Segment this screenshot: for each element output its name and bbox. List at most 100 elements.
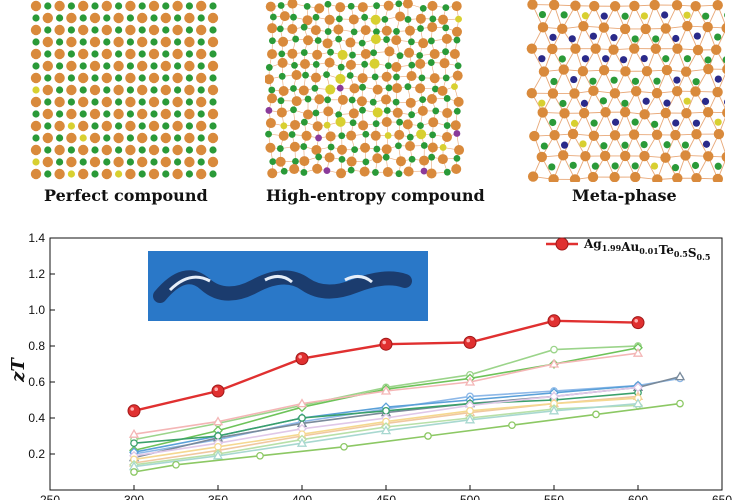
atom (265, 74, 275, 85)
atom (56, 62, 64, 70)
atom (56, 38, 64, 46)
atom (113, 156, 124, 168)
atom (275, 156, 286, 167)
atom (67, 146, 75, 154)
atom (279, 11, 290, 22)
atom (209, 74, 217, 82)
atom (358, 39, 366, 47)
atom (721, 23, 725, 33)
series-point (466, 406, 474, 415)
atom (559, 108, 570, 119)
x-tick-label: 250 (40, 493, 60, 500)
atom (559, 99, 567, 108)
atom (372, 84, 383, 95)
atom (315, 153, 323, 161)
x-ticks: 250 300 350 400 450 500 550 600 650 (40, 485, 732, 500)
atom (150, 62, 158, 70)
atom (680, 150, 691, 161)
series-point (256, 451, 264, 460)
atom (723, 99, 725, 105)
atom (548, 163, 556, 171)
atom (322, 38, 333, 49)
atom (384, 46, 395, 57)
atom (209, 146, 217, 154)
atom (453, 107, 461, 115)
atom (391, 62, 402, 73)
atom (160, 132, 171, 144)
atom (125, 168, 136, 180)
atom (290, 85, 297, 92)
atom (267, 49, 278, 60)
atom (196, 24, 207, 36)
atom (396, 52, 404, 60)
atom (79, 62, 87, 70)
atom (209, 170, 217, 178)
atom (609, 1, 621, 12)
atom (54, 120, 65, 132)
atom (609, 130, 621, 141)
atom (174, 62, 182, 70)
atom (427, 142, 438, 153)
atom (370, 130, 381, 141)
atom (30, 168, 42, 180)
atom (303, 35, 314, 46)
atom (172, 0, 183, 12)
atom (197, 14, 205, 22)
atom (301, 130, 312, 141)
atom (269, 13, 277, 21)
atom (404, 47, 415, 58)
atom (160, 84, 171, 96)
series-point (548, 358, 560, 368)
atom (89, 108, 101, 120)
atom (452, 70, 463, 81)
atom (702, 106, 714, 118)
atom (704, 56, 712, 64)
atom (599, 150, 611, 162)
atom (348, 108, 359, 119)
atom (314, 3, 325, 14)
atom (160, 156, 171, 168)
atom (185, 26, 193, 34)
atom (338, 132, 346, 140)
atom (683, 97, 691, 105)
atom (683, 55, 692, 63)
highlight-point (127, 404, 141, 418)
atom (148, 24, 160, 36)
atom (327, 143, 335, 151)
atom (115, 74, 123, 82)
lattice-atoms (526, 0, 725, 182)
atom (79, 110, 87, 118)
atom (54, 144, 65, 156)
atom (671, 0, 683, 11)
atom (44, 50, 52, 58)
atom (335, 15, 343, 23)
legend: Ag1.99Au0.01Te0.5S0.5 (546, 237, 710, 262)
atom (101, 48, 113, 60)
atom (126, 158, 134, 166)
atom (78, 24, 89, 36)
meta-phase-caption: Meta-phase (572, 186, 677, 205)
y-tick-label: 0.8 (28, 339, 45, 353)
atom (138, 26, 146, 34)
atom (429, 48, 440, 59)
atom (455, 15, 462, 23)
atom (54, 168, 65, 180)
atom (300, 118, 308, 126)
atom (453, 36, 461, 44)
atom (357, 2, 368, 13)
atom (42, 12, 53, 24)
atom (640, 23, 651, 35)
atom (408, 111, 416, 119)
point-shine (382, 340, 387, 345)
lattice-atoms (265, 0, 465, 179)
atom (30, 0, 42, 12)
atom (578, 20, 589, 32)
atom (382, 167, 393, 178)
atom (427, 22, 438, 33)
atom (441, 132, 452, 143)
atom (113, 36, 124, 48)
atom (404, 25, 415, 36)
atom (162, 2, 170, 10)
atom (302, 109, 313, 120)
atom (137, 84, 148, 96)
